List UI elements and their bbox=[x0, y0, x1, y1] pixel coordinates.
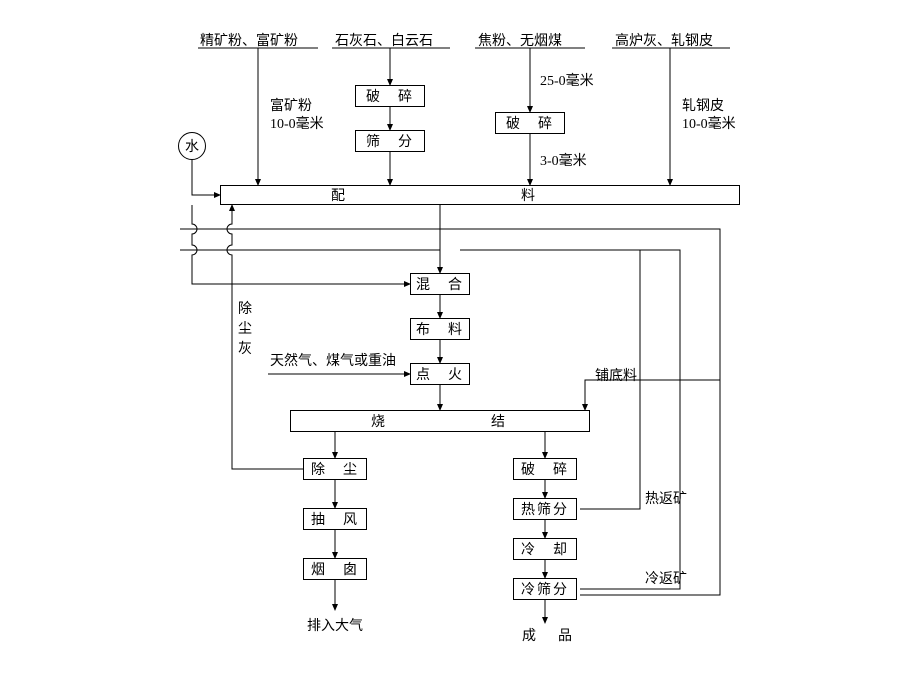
label-hot-return: 热返矿 bbox=[645, 488, 687, 508]
label-richore: 富矿粉 bbox=[270, 95, 312, 115]
label-richore-size: 10-0毫米 bbox=[270, 113, 324, 133]
node-batching-char2: 料 bbox=[521, 185, 535, 205]
node-cool: 冷 却 bbox=[513, 538, 577, 560]
label-fuel: 天然气、煤气或重油 bbox=[270, 350, 396, 370]
output-exhaust: 排入大气 bbox=[307, 615, 363, 635]
node-batching: 配 料 bbox=[220, 185, 740, 205]
label-25mm: 25-0毫米 bbox=[540, 70, 594, 90]
node-crush-1: 破 碎 bbox=[355, 85, 425, 107]
node-distribute: 布 料 bbox=[410, 318, 470, 340]
node-crush-2: 破 碎 bbox=[495, 112, 565, 134]
node-sinter-char2: 结 bbox=[491, 411, 505, 431]
label-cold-return: 冷返矿 bbox=[645, 568, 687, 588]
node-dedust: 除 尘 bbox=[303, 458, 367, 480]
input-underlines bbox=[0, 0, 920, 690]
flowchart-canvas: 精矿粉、富矿粉 石灰石、白云石 焦粉、无烟煤 高炉灰、轧钢皮 富矿粉 10-0毫… bbox=[0, 0, 920, 690]
node-screen-1: 筛 分 bbox=[355, 130, 425, 152]
node-sinter: 烧 结 bbox=[290, 410, 590, 432]
label-dedust-ash: 除 尘 灰 bbox=[238, 300, 252, 360]
node-crush-3: 破 碎 bbox=[513, 458, 577, 480]
label-bedding: 铺底料 bbox=[595, 365, 637, 385]
node-sinter-char1: 烧 bbox=[371, 411, 385, 431]
node-fan: 抽 风 bbox=[303, 508, 367, 530]
node-chimney: 烟 囱 bbox=[303, 558, 367, 580]
output-product: 成 品 bbox=[522, 625, 576, 645]
label-millscale: 轧钢皮 bbox=[682, 95, 724, 115]
label-3mm: 3-0毫米 bbox=[540, 150, 587, 170]
node-ignite: 点 火 bbox=[410, 363, 470, 385]
node-mixing: 混 合 bbox=[410, 273, 470, 295]
node-hot-screen: 热筛分 bbox=[513, 498, 577, 520]
node-cold-screen: 冷筛分 bbox=[513, 578, 577, 600]
label-millscale-size: 10-0毫米 bbox=[682, 113, 736, 133]
node-water: 水 bbox=[178, 132, 206, 160]
node-batching-char1: 配 bbox=[331, 185, 345, 205]
